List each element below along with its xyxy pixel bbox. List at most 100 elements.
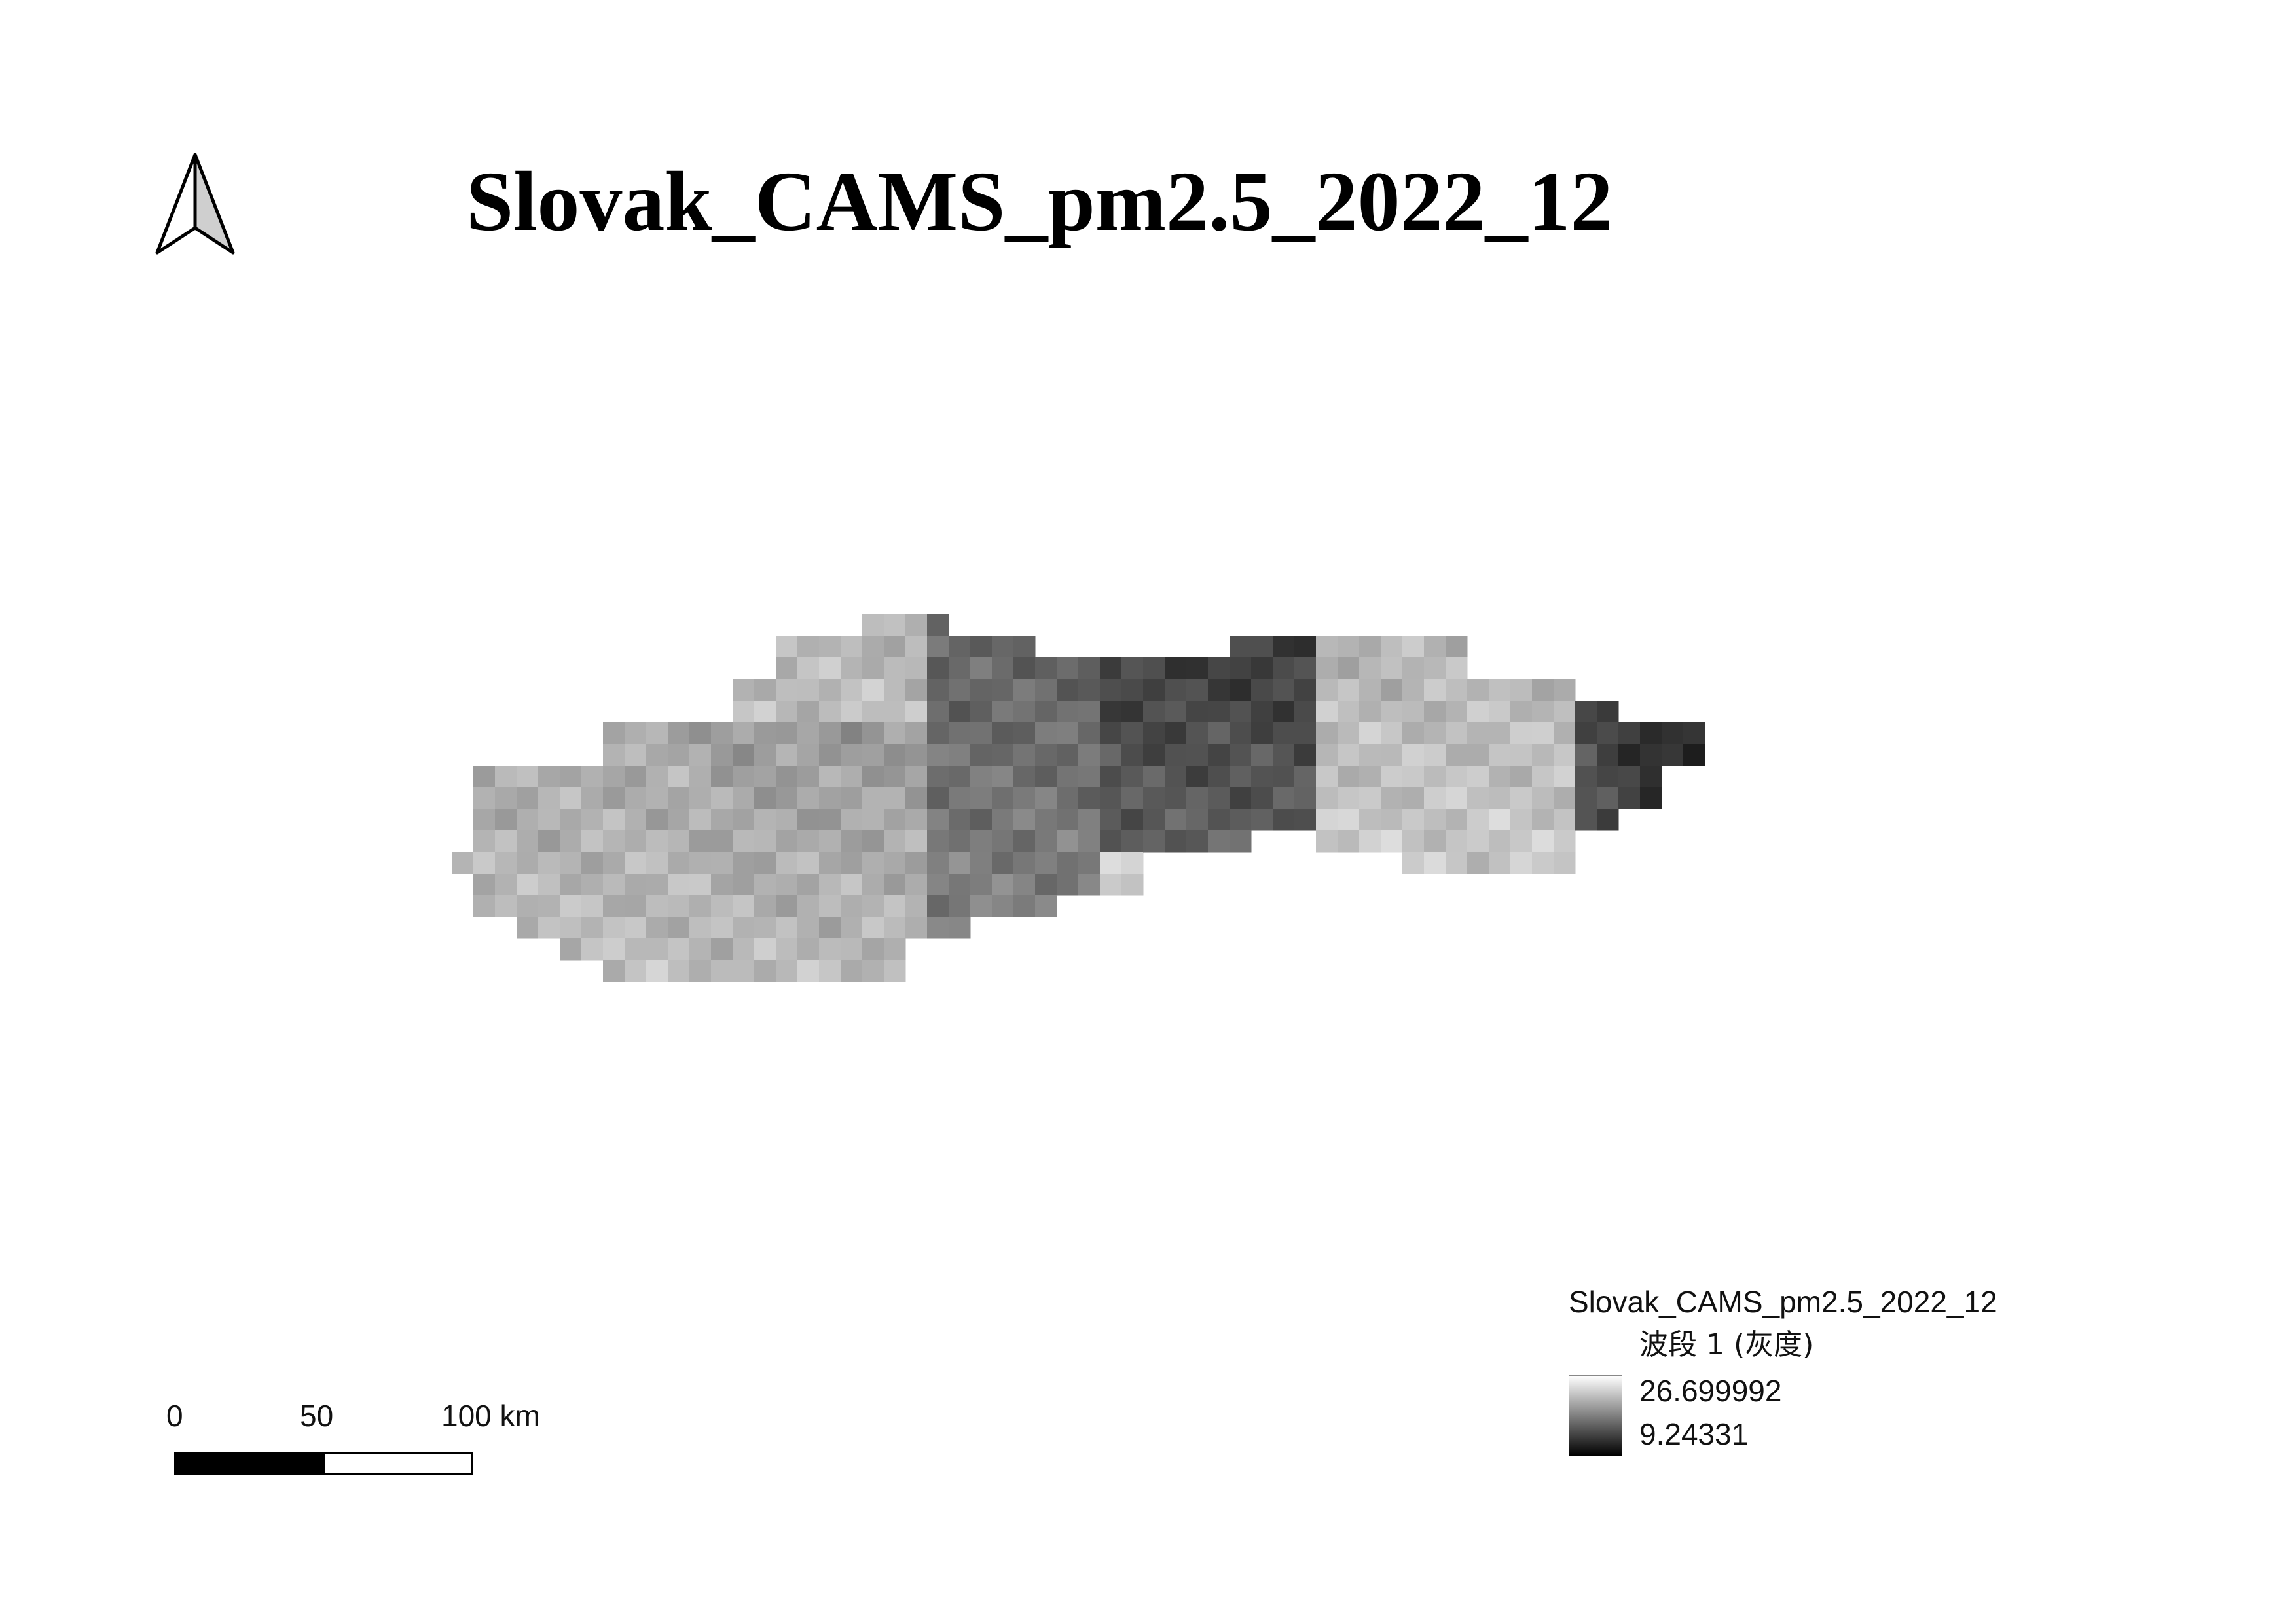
raster-cell	[927, 787, 949, 809]
raster-cell	[754, 722, 776, 745]
raster-cell	[1035, 701, 1057, 723]
raster-cell	[560, 938, 582, 961]
raster-cell	[1402, 636, 1425, 658]
raster-cell	[495, 852, 517, 874]
raster-cell	[949, 787, 971, 809]
raster-cell	[668, 960, 690, 982]
raster-cell	[776, 960, 798, 982]
raster-cell	[603, 895, 625, 917]
raster-cell	[927, 852, 949, 874]
legend-max-value: 26.699992	[1639, 1374, 1782, 1408]
raster-cell	[560, 917, 582, 939]
raster-cell	[905, 722, 928, 745]
raster-cell	[927, 657, 949, 680]
raster-cell	[1359, 809, 1381, 831]
raster-cell	[776, 852, 798, 874]
raster-cell	[1597, 701, 1619, 723]
raster-cell	[603, 787, 625, 809]
raster-cell	[754, 679, 776, 701]
raster-cell	[754, 895, 776, 917]
raster-cell	[1381, 787, 1403, 809]
raster-cell	[970, 874, 993, 896]
raster-cell	[1575, 744, 1597, 766]
raster-cell	[689, 895, 712, 917]
raster-cell	[1013, 852, 1036, 874]
raster-cell	[1121, 744, 1144, 766]
raster-cell	[1554, 701, 1576, 723]
raster-cell	[1057, 787, 1079, 809]
raster-cell	[1575, 701, 1597, 723]
raster-cell	[1510, 766, 1533, 788]
map-title: Slovak_CAMS_pm2.5_2022_12	[466, 155, 1613, 249]
raster-cell	[776, 701, 798, 723]
raster-cell	[1294, 722, 1317, 745]
raster-cell	[1230, 787, 1252, 809]
raster-cell	[1532, 787, 1554, 809]
raster-cell	[733, 874, 755, 896]
raster-cell	[1424, 830, 1446, 853]
raster-cell	[1402, 809, 1425, 831]
raster-cell	[646, 895, 668, 917]
raster-cell	[1013, 722, 1036, 745]
raster-cell	[1078, 874, 1101, 896]
raster-cell	[797, 874, 820, 896]
raster-cell	[884, 766, 906, 788]
raster-cell	[862, 744, 884, 766]
raster-cell	[603, 830, 625, 853]
raster-cell	[1489, 722, 1511, 745]
raster-cell	[1575, 809, 1597, 831]
raster-cell	[625, 830, 647, 853]
raster-cell	[1316, 744, 1338, 766]
raster-cell	[1121, 809, 1144, 831]
raster-cell	[1013, 830, 1036, 853]
raster-cell	[1402, 787, 1425, 809]
raster-cell	[970, 809, 993, 831]
raster-cell	[862, 938, 884, 961]
raster-cell	[1446, 636, 1468, 658]
raster-cell	[1143, 701, 1165, 723]
raster-cell	[819, 766, 841, 788]
raster-cell	[1424, 679, 1446, 701]
raster-cell	[1467, 766, 1489, 788]
raster-cell	[797, 636, 820, 658]
raster-cell	[1165, 809, 1187, 831]
raster-cell	[1186, 679, 1209, 701]
raster-cell	[1143, 722, 1165, 745]
raster-cell	[1683, 744, 1705, 766]
raster-cell	[1446, 809, 1468, 831]
raster-cell	[1035, 895, 1057, 917]
raster-cell	[905, 766, 928, 788]
scale-label-50: 50	[300, 1399, 334, 1433]
raster-cell	[927, 722, 949, 745]
raster-cell	[819, 809, 841, 831]
raster-cell	[992, 852, 1014, 874]
raster-cell	[1013, 744, 1036, 766]
raster-cell	[884, 722, 906, 745]
raster-cell	[949, 679, 971, 701]
raster-cell	[1359, 830, 1381, 853]
raster-cell	[560, 852, 582, 874]
raster-cell	[1273, 787, 1295, 809]
raster-cell	[1165, 657, 1187, 680]
raster-cell	[1597, 809, 1619, 831]
raster-cell	[1446, 701, 1468, 723]
raster-cell	[841, 895, 863, 917]
scale-segment-filled	[174, 1452, 325, 1475]
raster-cell	[538, 766, 560, 788]
raster-cell	[689, 787, 712, 809]
raster-cell	[1208, 830, 1230, 853]
raster-cell	[1273, 679, 1295, 701]
raster-cell	[1186, 830, 1209, 853]
raster-cell	[1186, 657, 1209, 680]
raster-cell	[1424, 787, 1446, 809]
raster-cell	[1338, 679, 1360, 701]
raster-cell	[884, 701, 906, 723]
raster-cell	[1186, 809, 1209, 831]
raster-cell	[1359, 657, 1381, 680]
map-canvas[interactable]	[452, 614, 1709, 1033]
raster-cell	[1467, 830, 1489, 853]
raster-cell	[495, 895, 517, 917]
raster-cell	[841, 830, 863, 853]
raster-cell	[1683, 722, 1705, 745]
raster-cell	[884, 679, 906, 701]
